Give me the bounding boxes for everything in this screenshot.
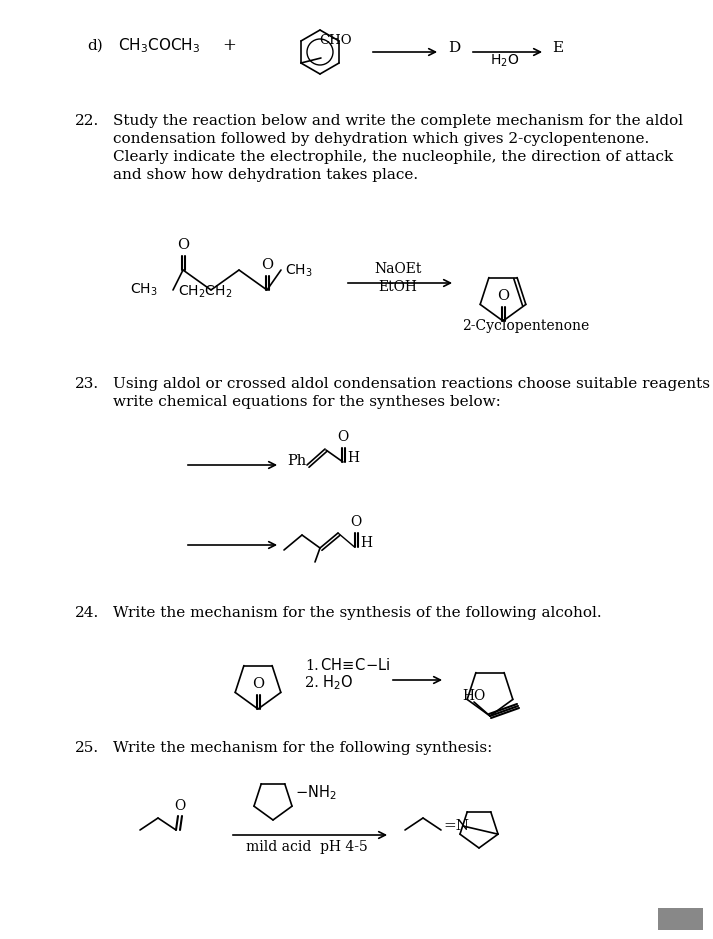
Text: d): d) <box>87 39 103 53</box>
Text: 2.: 2. <box>305 676 319 690</box>
Text: Write the mechanism for the following synthesis:: Write the mechanism for the following sy… <box>113 741 493 755</box>
Text: HO: HO <box>462 689 486 703</box>
Text: $\mathrm{CH_3COCH_3}$: $\mathrm{CH_3COCH_3}$ <box>118 36 200 54</box>
Text: $\mathrm{CH\!\equiv\!C\!-\!Li}$: $\mathrm{CH\!\equiv\!C\!-\!Li}$ <box>320 657 391 673</box>
Text: +: + <box>222 37 236 54</box>
Text: $-\mathrm{NH_2}$: $-\mathrm{NH_2}$ <box>295 783 337 802</box>
Text: =N: =N <box>443 819 469 833</box>
Text: $\mathrm{CH_2CH_2}$: $\mathrm{CH_2CH_2}$ <box>178 284 232 300</box>
Bar <box>658 908 703 930</box>
Text: Write the mechanism for the synthesis of the following alcohol.: Write the mechanism for the synthesis of… <box>113 606 602 620</box>
Text: Using aldol or crossed aldol condensation reactions choose suitable reagents and: Using aldol or crossed aldol condensatio… <box>113 377 713 391</box>
Text: condensation followed by dehydration which gives 2-cyclopentenone.: condensation followed by dehydration whi… <box>113 132 650 146</box>
Text: 1.: 1. <box>305 659 319 673</box>
Text: D: D <box>448 41 461 55</box>
Text: write chemical equations for the syntheses below:: write chemical equations for the synthes… <box>113 395 501 409</box>
Text: 22.: 22. <box>75 114 99 128</box>
Text: 24.: 24. <box>75 606 99 620</box>
Text: O: O <box>177 238 189 252</box>
Text: and show how dehydration takes place.: and show how dehydration takes place. <box>113 168 418 182</box>
Text: NaOEt: NaOEt <box>374 262 421 276</box>
Text: O: O <box>337 430 349 444</box>
Text: $\mathrm{CH_3}$: $\mathrm{CH_3}$ <box>285 263 312 280</box>
Text: O: O <box>497 289 509 303</box>
Text: 7: 7 <box>674 910 687 928</box>
Text: EtOH: EtOH <box>379 280 417 294</box>
Text: Clearly indicate the electrophile, the nucleophile, the direction of attack: Clearly indicate the electrophile, the n… <box>113 150 673 164</box>
Text: 23.: 23. <box>75 377 99 391</box>
Text: 25.: 25. <box>75 741 99 755</box>
Text: mild acid  pH 4-5: mild acid pH 4-5 <box>246 840 368 854</box>
Text: $\mathrm{CH_3}$: $\mathrm{CH_3}$ <box>130 282 158 299</box>
Text: $\mathrm{H_2O}$: $\mathrm{H_2O}$ <box>491 53 520 69</box>
Text: H: H <box>347 451 359 465</box>
Text: Ph: Ph <box>287 454 307 468</box>
Text: Study the reaction below and write the complete mechanism for the aldol: Study the reaction below and write the c… <box>113 114 683 128</box>
Text: E: E <box>552 41 563 55</box>
Text: O: O <box>252 677 264 691</box>
Text: H: H <box>360 536 372 550</box>
Text: CHO: CHO <box>319 34 352 47</box>
Text: O: O <box>261 258 273 272</box>
Text: 2-Cyclopentenone: 2-Cyclopentenone <box>462 319 589 333</box>
Text: $\mathrm{H_2O}$: $\mathrm{H_2O}$ <box>322 673 353 692</box>
Text: O: O <box>350 515 361 529</box>
Text: O: O <box>175 799 185 813</box>
